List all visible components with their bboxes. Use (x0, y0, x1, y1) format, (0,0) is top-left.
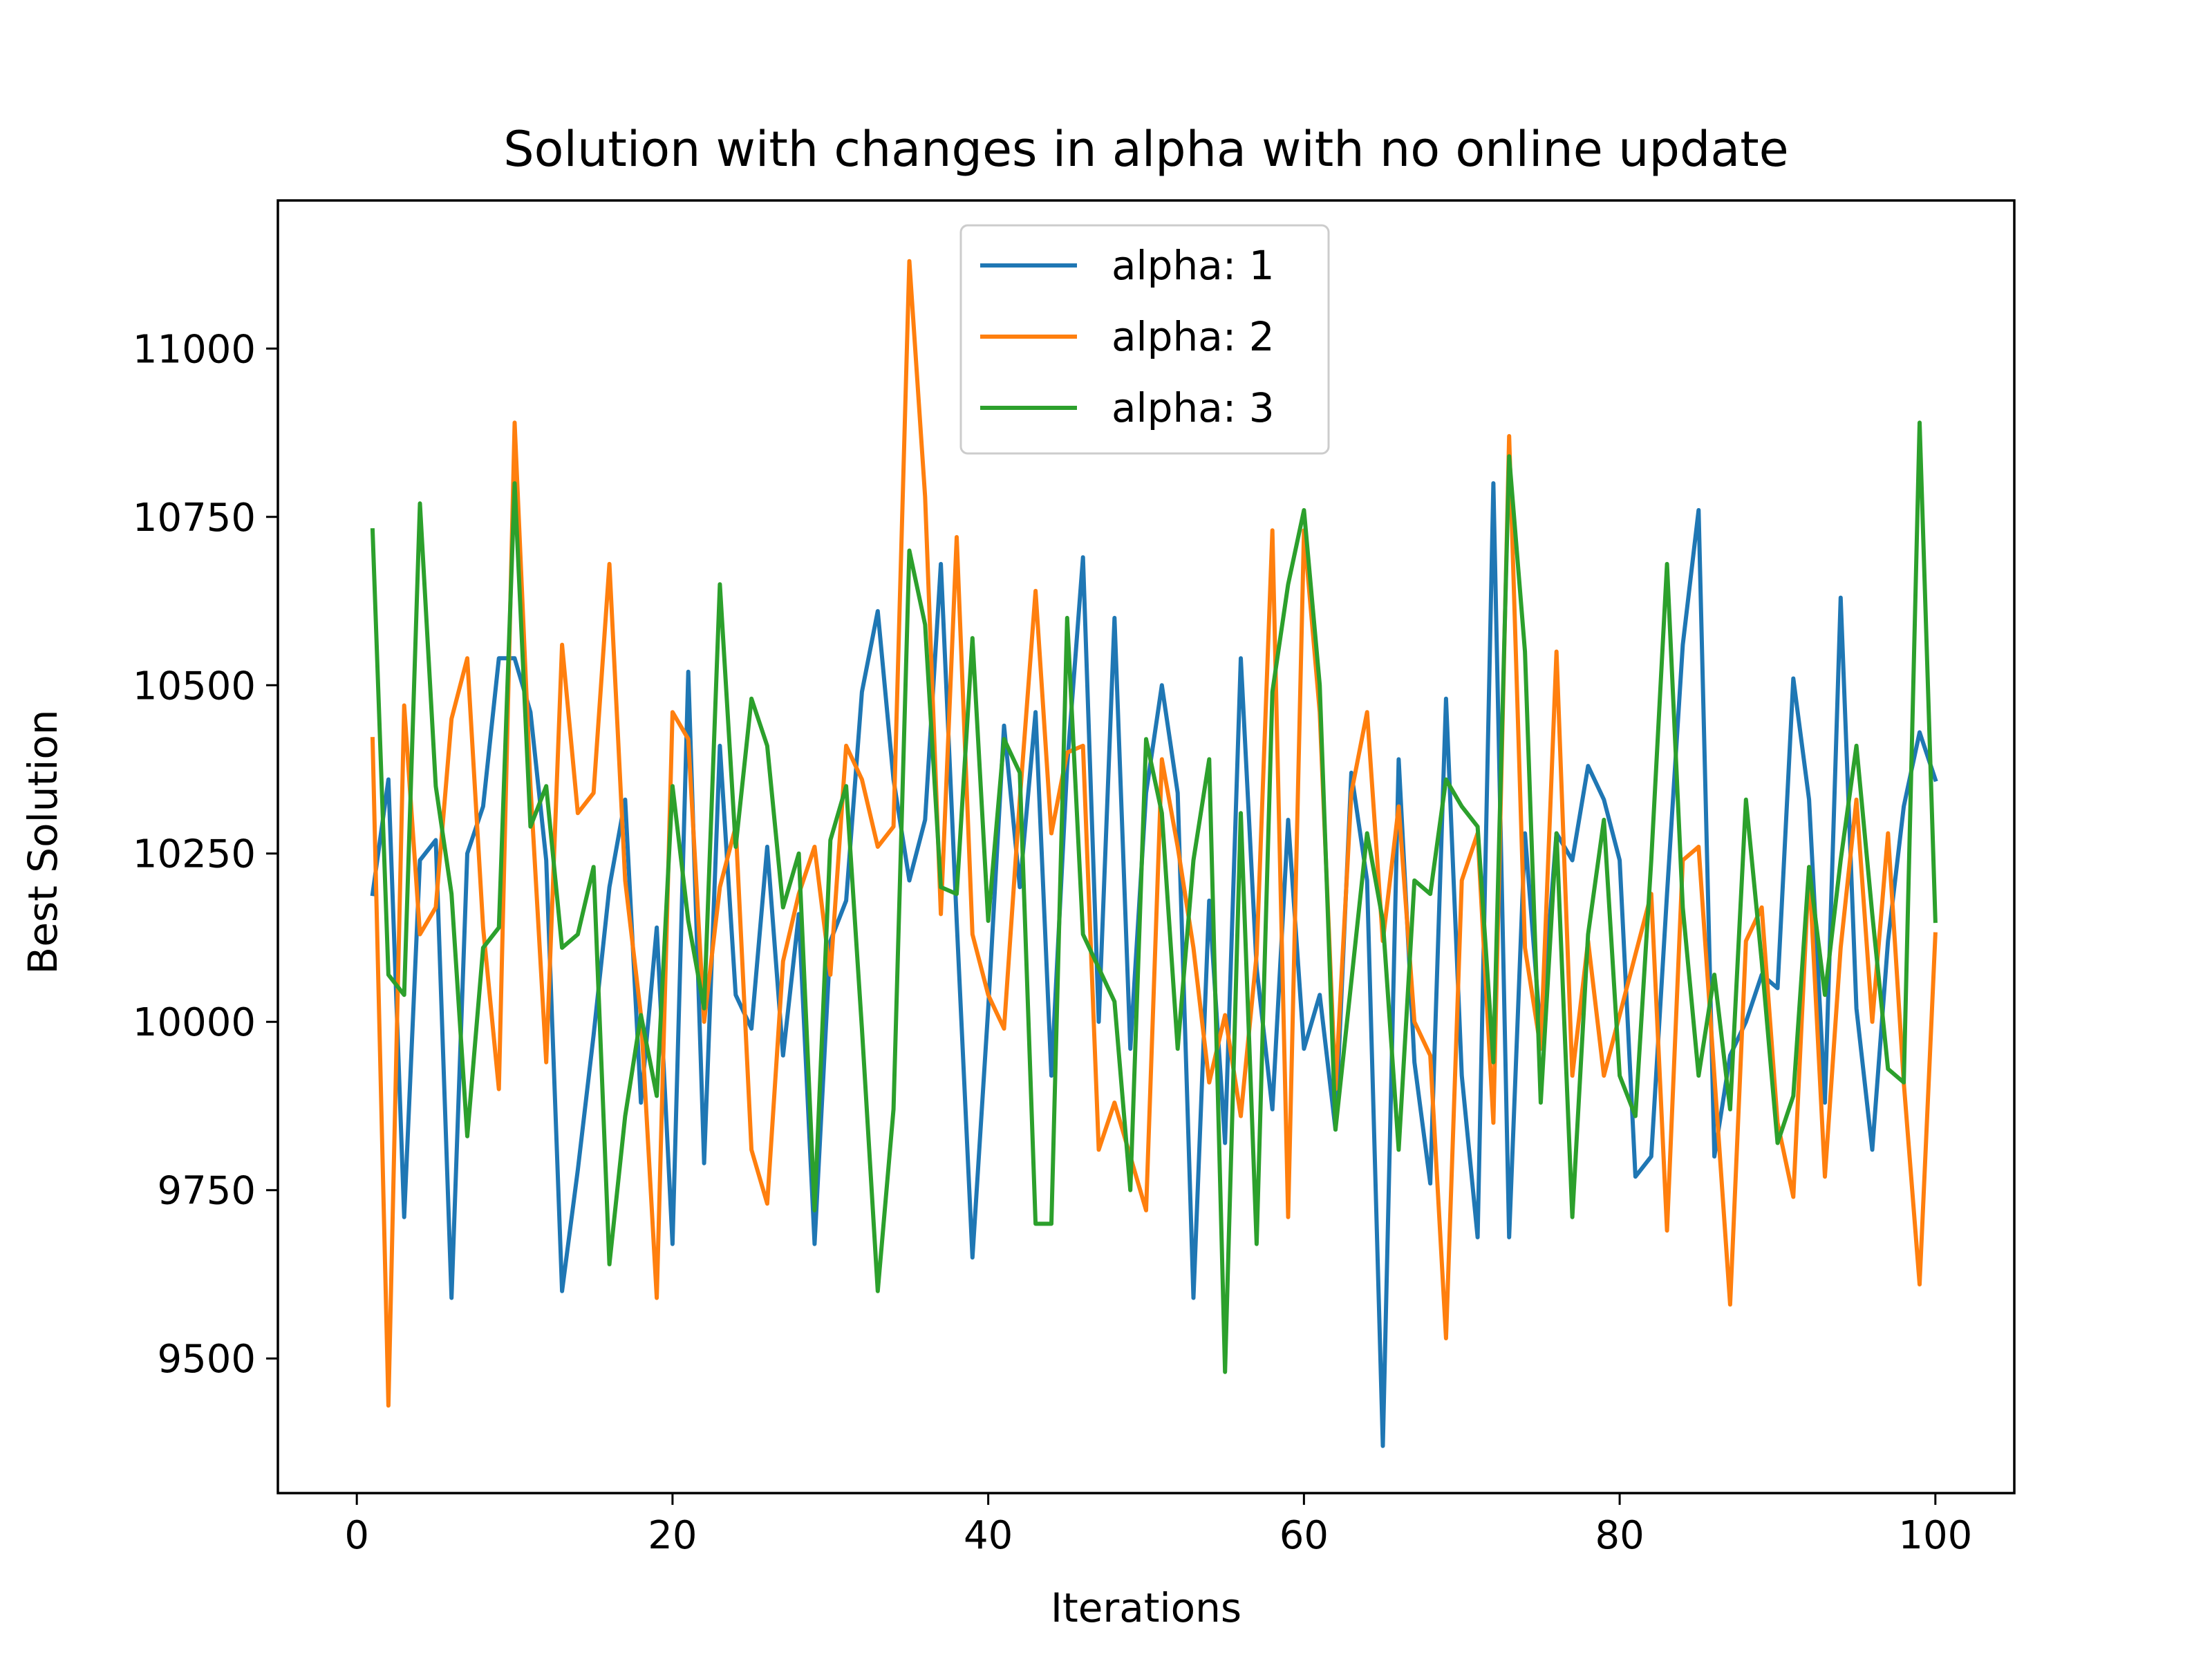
x-tick-label: 100 (1898, 1513, 1972, 1558)
x-axis: 0 20 40 60 80 100 (344, 1493, 1972, 1558)
y-tick-label: 10250 (133, 832, 256, 877)
legend-label-1: alpha: 1 (1112, 242, 1275, 289)
series-layer (370, 259, 1938, 1448)
plot-frame (276, 199, 2016, 1494)
series-line-3 (370, 420, 1938, 1374)
y-axis-title: Best Solution (19, 709, 66, 974)
chart-title: Solution with changes in alpha with no o… (503, 121, 1788, 178)
y-tick-label: 9750 (157, 1169, 256, 1214)
y-tick-label: 10500 (133, 664, 256, 709)
legend-box (959, 224, 1330, 455)
y-tick-label: 9500 (157, 1337, 256, 1382)
y-tick-label: 10750 (133, 496, 256, 541)
legend-label-3: alpha: 3 (1112, 384, 1275, 431)
legend: alpha: 1 alpha: 2 alpha: 3 (959, 224, 1330, 455)
series-line-2 (370, 259, 1938, 1408)
x-tick-label: 80 (1595, 1513, 1644, 1558)
y-axis: 9500 9750 10000 10250 10500 10750 11000 (133, 327, 278, 1382)
x-tick-label: 20 (648, 1513, 697, 1558)
y-tick-label: 11000 (133, 327, 256, 372)
x-tick-label: 0 (344, 1513, 369, 1558)
x-tick-label: 60 (1280, 1513, 1329, 1558)
legend-label-2: alpha: 2 (1112, 313, 1275, 360)
x-tick-label: 40 (964, 1513, 1013, 1558)
x-axis-title: Iterations (1051, 1584, 1241, 1631)
y-tick-label: 10000 (133, 1000, 256, 1045)
